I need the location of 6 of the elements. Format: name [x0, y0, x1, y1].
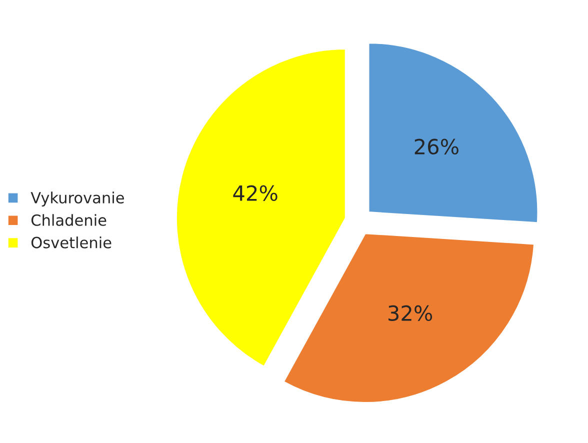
legend-label: Osvetlenie: [31, 236, 112, 248]
data-label: 26%: [414, 138, 458, 155]
data-label: 42%: [233, 185, 278, 202]
legend-label: Chladenie: [31, 214, 106, 226]
legend-label: Vykurovanie: [30, 192, 124, 206]
data-label: 32%: [388, 305, 432, 322]
